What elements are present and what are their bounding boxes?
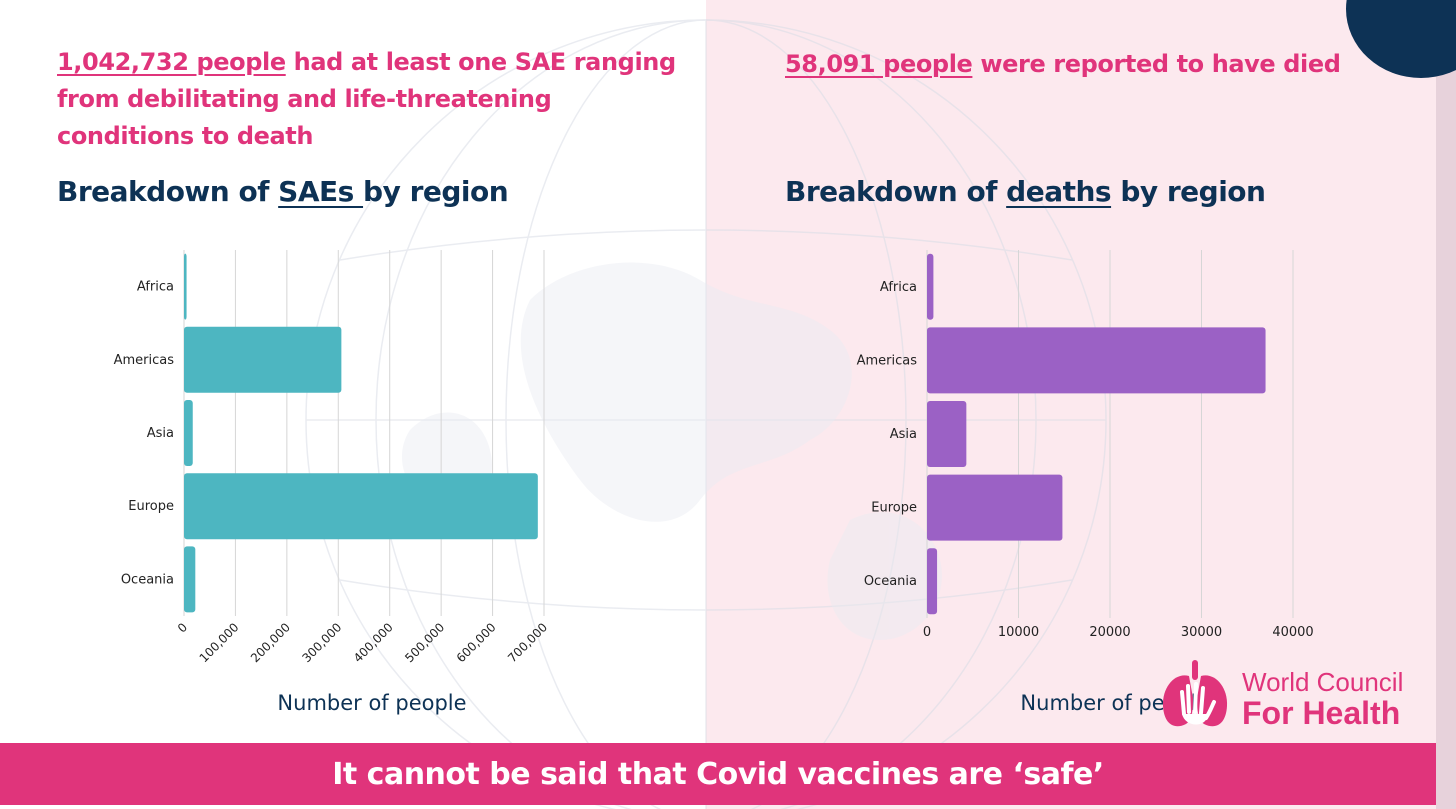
- deaths-bar-africa: [927, 253, 934, 320]
- sae-bar-africa: [184, 253, 187, 320]
- sae-category-label: Americas: [114, 353, 175, 368]
- sae-chart-title: Breakdown of SAEs by region: [57, 174, 509, 210]
- deaths-title-suffix: by region: [1111, 175, 1266, 208]
- deaths-tick-label: 0: [923, 625, 931, 640]
- right-panel: [706, 0, 1436, 809]
- sae-title-suffix: by region: [363, 175, 509, 208]
- wch-logo: World Council For Health: [1158, 658, 1428, 732]
- sae-headline: 1,042,732 people had at least one SAE ra…: [57, 44, 677, 155]
- deaths-bar-oceania: [927, 548, 938, 615]
- deaths-category-label: Africa: [880, 280, 917, 295]
- deaths-bar-americas: [927, 327, 1266, 394]
- deaths-tick-label: 30000: [1181, 625, 1222, 640]
- deaths-headline-highlight: 58,091 people: [785, 50, 973, 78]
- sae-title-prefix: Breakdown of: [57, 175, 279, 208]
- sae-title-highlight: SAEs: [278, 175, 364, 208]
- logo-line2: For Health: [1242, 695, 1401, 731]
- deaths-bar-chart: Africa Americas Asia Europe Oceania 0 10000 200…: [857, 250, 1314, 715]
- deaths-title-prefix: Breakdown of: [785, 175, 1007, 208]
- deaths-category-label: Asia: [890, 427, 917, 442]
- sae-category-label: Asia: [147, 426, 174, 441]
- deaths-tick-label: 20000: [1089, 625, 1130, 640]
- deaths-bar-asia: [927, 401, 967, 467]
- sae-bar-europe: [184, 473, 538, 540]
- deaths-headline-rest: were reported to have died: [972, 50, 1341, 78]
- bottom-banner: It cannot be said that Covid vaccines ar…: [0, 743, 1436, 805]
- edge-strip: [1436, 0, 1456, 809]
- deaths-tick-label: 40000: [1272, 625, 1313, 640]
- deaths-chart-title: Breakdown of deaths by region: [785, 174, 1266, 210]
- sae-category-label: Africa: [137, 280, 174, 295]
- sae-bar-asia: [184, 400, 193, 466]
- sae-category-label: Europe: [128, 499, 174, 514]
- sae-category-label: Oceania: [121, 572, 174, 587]
- left-panel: [0, 0, 706, 809]
- deaths-tick-label: 10000: [998, 625, 1039, 640]
- deaths-category-label: Americas: [857, 353, 918, 368]
- deaths-category-label: Oceania: [864, 574, 917, 589]
- logo-line1: World Council: [1242, 667, 1404, 697]
- sae-x-axis-label: Number of people: [277, 691, 466, 715]
- sae-headline-rest: had at least one SAE ranging from debili…: [57, 48, 676, 150]
- sae-bar-americas: [184, 326, 342, 393]
- sae-bar-oceania: [184, 546, 196, 613]
- deaths-headline: 58,091 people were reported to have died: [785, 46, 1405, 83]
- deaths-title-highlight: deaths: [1006, 175, 1112, 208]
- deaths-category-label: Europe: [871, 501, 917, 516]
- lungs-hand-logo-icon: [1162, 660, 1228, 727]
- sae-headline-highlight: 1,042,732 people: [57, 48, 286, 76]
- deaths-bar-europe: [927, 474, 1063, 541]
- banner-text: It cannot be said that Covid vaccines ar…: [332, 756, 1104, 792]
